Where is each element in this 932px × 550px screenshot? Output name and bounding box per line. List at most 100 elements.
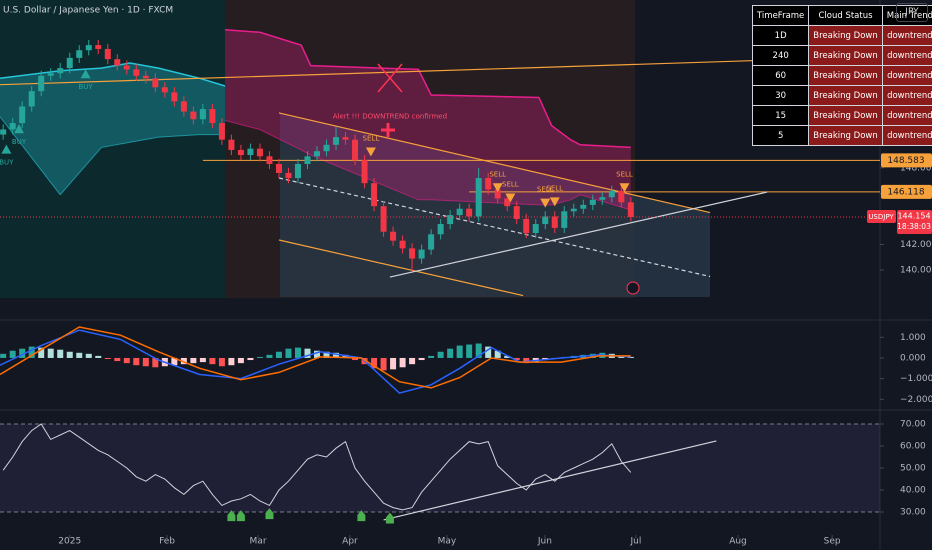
signal-marker <box>1 144 12 154</box>
signal-marker <box>549 197 560 207</box>
histogram-bar <box>428 355 435 358</box>
candle-body <box>38 75 45 92</box>
histogram-bar <box>390 357 397 370</box>
y-tick-label: −1.000 <box>900 374 932 384</box>
candle-body <box>19 106 26 124</box>
candle-body <box>323 144 330 152</box>
x-tick-label: Jun <box>537 537 552 547</box>
histogram-bar <box>494 350 501 358</box>
signal-label: BUY <box>78 83 93 91</box>
signal-marker <box>492 183 503 193</box>
candle-body <box>190 111 197 120</box>
symbol-title: U.S. Dollar / Japanese Yen · 1D · FXCM <box>3 6 173 16</box>
symbol-label: USDJPY <box>868 213 894 221</box>
histogram-bar <box>342 354 349 358</box>
histogram-bar <box>0 353 7 358</box>
candle-body <box>390 231 397 241</box>
event-icon[interactable] <box>626 281 640 295</box>
countdown-label: 18:38:03 <box>897 222 931 231</box>
price-label-box <box>881 153 932 168</box>
column-header: Main Trend <box>881 5 932 26</box>
candle-body <box>294 163 301 179</box>
y-tick-label: 50.00 <box>900 463 926 473</box>
macd-line <box>0 326 631 389</box>
histogram-bar <box>352 357 359 361</box>
histogram-bar <box>504 355 511 358</box>
histogram-bar <box>399 357 406 368</box>
candle-body <box>513 206 520 219</box>
candle-body <box>352 139 359 161</box>
table-cell: 240 <box>751 45 810 66</box>
histogram-bar <box>513 357 520 361</box>
x-tick-label: Mar <box>250 537 267 547</box>
signal-marker <box>14 124 25 134</box>
candle-body <box>95 45 102 49</box>
histogram-bar <box>9 350 16 358</box>
trend-line <box>278 112 711 214</box>
signal-label: SELL <box>489 170 506 178</box>
histogram-bar <box>76 352 83 358</box>
histogram-bar <box>228 357 235 366</box>
price-label-box <box>881 184 932 199</box>
channel-fill <box>280 113 710 297</box>
candle-body <box>123 65 130 70</box>
red-x <box>377 63 403 93</box>
candle-body <box>418 249 425 259</box>
histogram-bar <box>314 350 321 358</box>
histogram-bar <box>171 357 178 366</box>
candle-body <box>133 69 140 76</box>
candle-body <box>218 123 225 140</box>
y-tick-label: 40.00 <box>900 486 926 496</box>
histogram-bar <box>409 357 416 365</box>
y-tick-label: 0.000 <box>900 353 926 363</box>
signal-marker <box>619 183 630 193</box>
candle-body <box>485 178 492 190</box>
y-tick-label: −2.000 <box>900 395 932 405</box>
candle-body <box>570 208 577 212</box>
y-tick-label: 60.00 <box>900 441 926 451</box>
table-cell: downtrend <box>881 105 932 126</box>
histogram-bar <box>28 346 35 358</box>
trend-line <box>278 239 524 297</box>
candle-body <box>57 68 64 74</box>
histogram-bar <box>19 348 26 358</box>
signal-label: BUY <box>0 159 14 167</box>
candle-body <box>104 48 111 60</box>
histogram-bar <box>218 357 225 367</box>
price-label: 146.118 <box>887 187 924 197</box>
histogram-bar <box>275 351 282 358</box>
column-header: TimeFrame <box>751 5 810 26</box>
y-tick-label: 70.00 <box>900 419 926 429</box>
y-tick-label: 30.00 <box>900 508 926 518</box>
currency-button[interactable]: JPY <box>896 3 928 22</box>
y-tick-label: 1.000 <box>900 333 926 343</box>
signal-marker <box>80 69 91 79</box>
y-tick-label: 148.000 <box>900 163 932 173</box>
annotation: Alert !!! DOWNTREND confirmed <box>333 113 447 121</box>
candle-body <box>333 137 340 145</box>
histogram-bar <box>57 349 64 358</box>
candle-body <box>618 190 625 203</box>
rsi-signal <box>236 510 245 522</box>
candle-body <box>542 216 549 225</box>
histogram-bar <box>180 357 187 365</box>
candle-body <box>171 92 178 102</box>
symbol-box <box>867 209 896 223</box>
candle-body <box>466 208 473 217</box>
candle-body <box>494 189 501 199</box>
candle-body <box>266 156 273 164</box>
table-cell: 5 <box>751 125 810 146</box>
candle-body <box>428 234 435 250</box>
candle-body <box>561 211 568 228</box>
candle-body <box>361 160 368 184</box>
candle-body <box>28 91 35 107</box>
histogram-bar <box>209 357 216 365</box>
candle-body <box>380 206 387 232</box>
histogram-bar <box>66 351 73 358</box>
histogram-bar <box>190 357 197 364</box>
x-tick-label: Jul <box>629 537 641 547</box>
rsi-signal <box>265 508 274 520</box>
candle-body <box>551 216 558 228</box>
candle-body <box>199 109 206 120</box>
